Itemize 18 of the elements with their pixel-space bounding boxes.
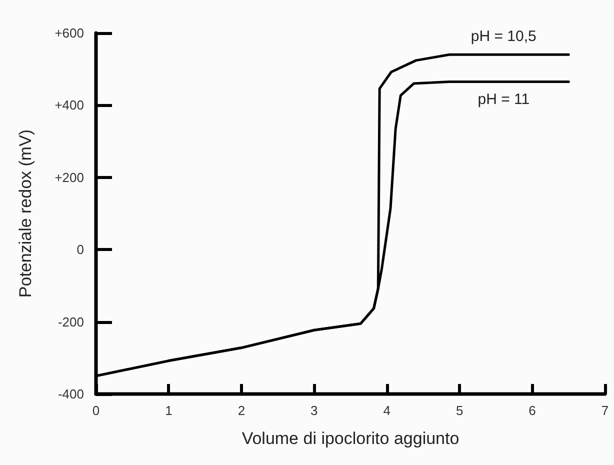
x-tick-label: 7 — [601, 403, 609, 418]
y-tick-label: +400 — [54, 98, 84, 113]
y-tick-label: -400 — [58, 386, 84, 402]
series-label: pH = 11 — [478, 91, 530, 108]
y-tick-label: -200 — [58, 314, 84, 330]
series-label: pH = 10,5 — [470, 28, 536, 46]
y-tick-label: 0 — [76, 242, 84, 258]
x-tick-label: 4 — [383, 403, 390, 418]
y-tick-label: +200 — [54, 170, 84, 185]
x-tick-label: 3 — [310, 403, 318, 418]
y-tick-label: +600 — [54, 26, 84, 40]
x-tick-label: 5 — [456, 403, 464, 418]
x-tick-label: 2 — [238, 403, 246, 418]
x-tick-label: 1 — [165, 403, 172, 418]
y-axis-title: Potenziale redox (mV) — [16, 129, 35, 298]
x-axis-title: Volume di ipoclorito aggiunto — [242, 429, 460, 448]
x-tick-label: 0 — [92, 403, 100, 418]
x-tick-label: 6 — [528, 403, 536, 418]
